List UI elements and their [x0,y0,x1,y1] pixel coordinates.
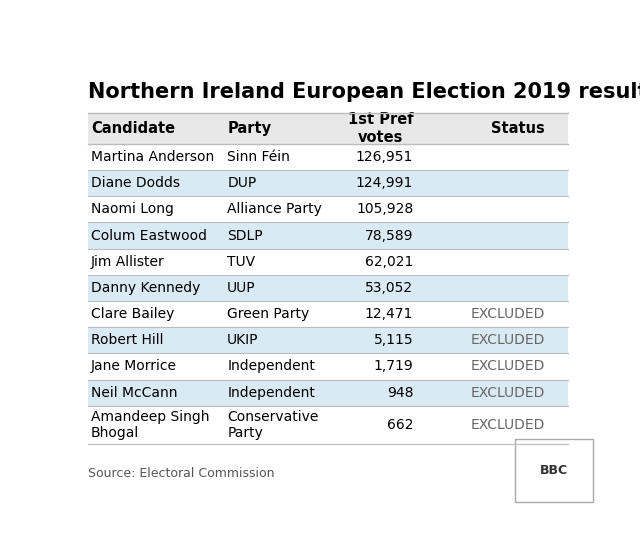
Text: Independent: Independent [227,386,315,399]
Text: Martina Anderson: Martina Anderson [91,150,214,164]
Bar [88,275,568,301]
Text: Robert Hill: Robert Hill [91,333,163,347]
Bar [88,301,568,327]
Text: Northern Ireland European Election 2019 results: Northern Ireland European Election 2019 … [88,82,640,102]
Text: DUP: DUP [227,176,257,190]
Text: 78,589: 78,589 [365,229,413,242]
Text: UKIP: UKIP [227,333,259,347]
Text: EXCLUDED: EXCLUDED [470,359,545,374]
Text: 12,471: 12,471 [365,307,413,321]
Bar [88,406,568,444]
Text: 62,021: 62,021 [365,255,413,269]
Text: Jane Morrice: Jane Morrice [91,359,177,374]
Bar [88,196,568,223]
Text: Jim Allister: Jim Allister [91,255,164,269]
Text: Sinn Féin: Sinn Féin [227,150,290,164]
Text: Diane Dodds: Diane Dodds [91,176,180,190]
Text: Naomi Long: Naomi Long [91,202,173,217]
Text: Clare Bailey: Clare Bailey [91,307,174,321]
Text: 126,951: 126,951 [356,150,413,164]
Text: Danny Kennedy: Danny Kennedy [91,281,200,295]
Bar [88,327,568,353]
Text: Alliance Party: Alliance Party [227,202,322,217]
Text: Neil McCann: Neil McCann [91,386,177,399]
Text: Amandeep Singh
Bhogal: Amandeep Singh Bhogal [91,410,209,440]
Text: EXCLUDED: EXCLUDED [470,386,545,399]
Text: Status: Status [492,121,545,136]
Text: Colum Eastwood: Colum Eastwood [91,229,207,242]
Text: UUP: UUP [227,281,256,295]
Text: EXCLUDED: EXCLUDED [470,418,545,432]
Text: 5,115: 5,115 [374,333,413,347]
Text: 124,991: 124,991 [356,176,413,190]
Bar [88,223,568,249]
Text: Party: Party [227,121,271,136]
Bar [88,113,568,144]
Text: 105,928: 105,928 [356,202,413,217]
Text: TUV: TUV [227,255,255,269]
Text: Green Party: Green Party [227,307,310,321]
Text: 948: 948 [387,386,413,399]
Text: 1,719: 1,719 [374,359,413,374]
Text: 53,052: 53,052 [365,281,413,295]
Text: BBC: BBC [540,463,568,477]
Text: Candidate: Candidate [91,121,175,136]
Bar [88,170,568,196]
Text: 662: 662 [387,418,413,432]
Text: Conservative
Party: Conservative Party [227,410,319,440]
Text: Independent: Independent [227,359,315,374]
Bar [88,144,568,170]
Text: Source: Electoral Commission: Source: Electoral Commission [88,467,275,479]
Text: EXCLUDED: EXCLUDED [470,333,545,347]
Text: EXCLUDED: EXCLUDED [470,307,545,321]
Text: 1st Pref
votes: 1st Pref votes [348,112,413,145]
Bar [88,249,568,275]
Bar [88,353,568,380]
Bar [88,380,568,406]
Text: SDLP: SDLP [227,229,263,242]
